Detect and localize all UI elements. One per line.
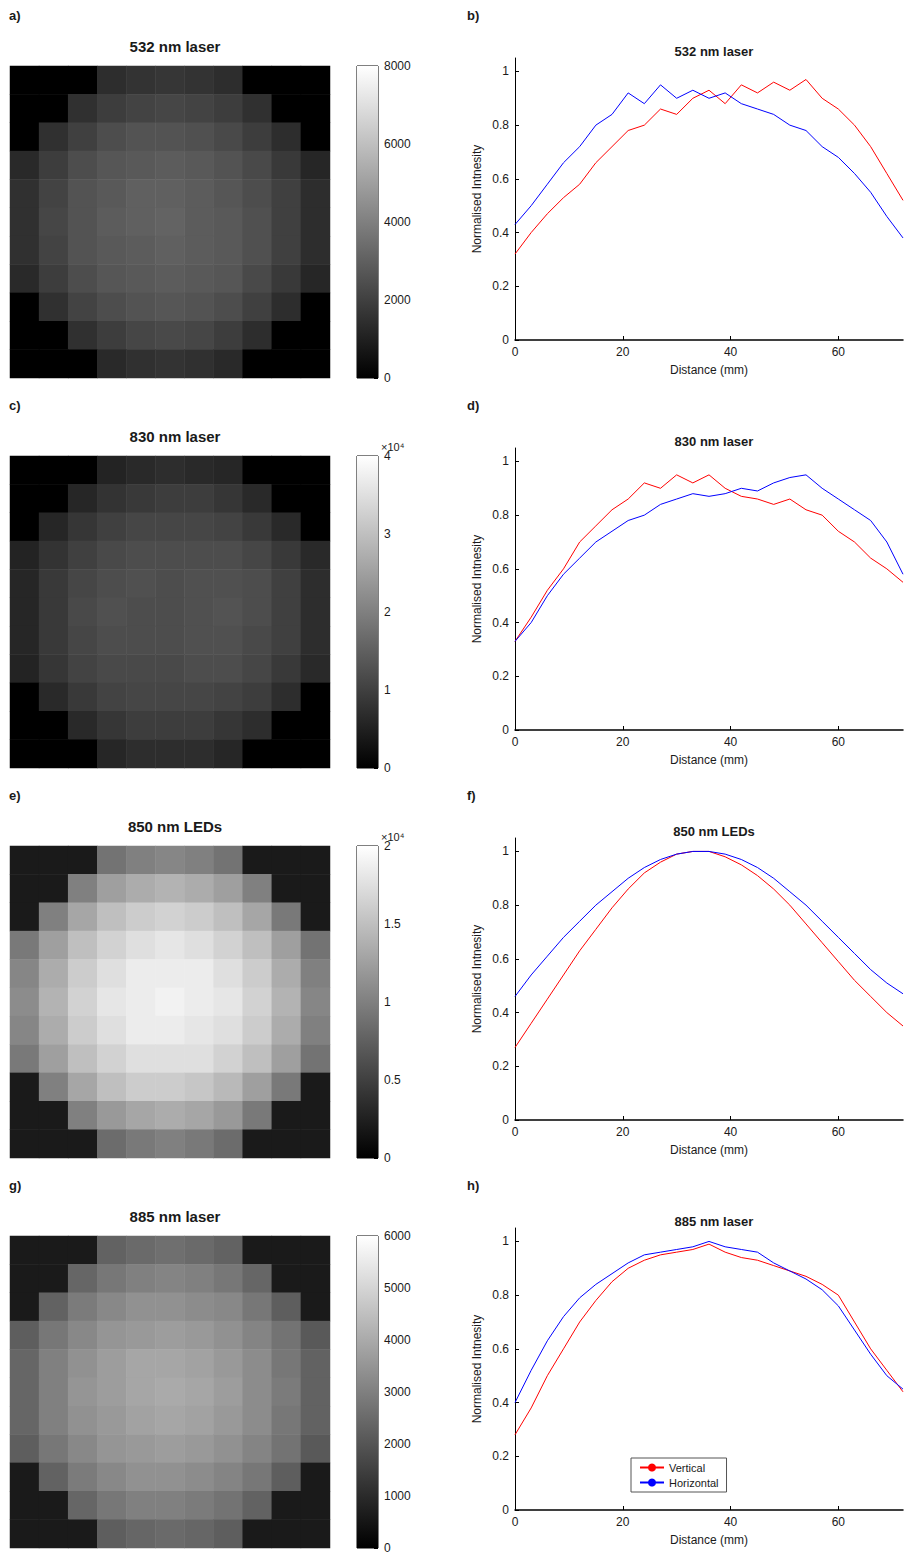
- svg-text:0: 0: [384, 371, 391, 385]
- svg-text:0: 0: [502, 1113, 509, 1127]
- svg-text:20: 20: [616, 735, 630, 749]
- svg-text:40: 40: [724, 345, 738, 359]
- svg-text:1: 1: [502, 64, 509, 78]
- svg-text:1: 1: [502, 454, 509, 468]
- svg-text:0.6: 0.6: [492, 172, 509, 186]
- svg-text:60: 60: [832, 735, 846, 749]
- svg-text:830 nm laser: 830 nm laser: [675, 434, 754, 449]
- svg-text:850 nm LEDs: 850 nm LEDs: [673, 824, 755, 839]
- svg-text:1: 1: [384, 683, 391, 697]
- svg-text:f): f): [467, 788, 476, 803]
- svg-text:885 nm laser: 885 nm laser: [675, 1214, 754, 1229]
- svg-text:d): d): [467, 398, 479, 413]
- svg-text:0.5: 0.5: [384, 1073, 401, 1087]
- svg-text:2000: 2000: [384, 293, 411, 307]
- svg-text:2: 2: [384, 605, 391, 619]
- svg-text:Distance (mm): Distance (mm): [670, 363, 748, 377]
- svg-text:0: 0: [512, 345, 519, 359]
- svg-text:0.2: 0.2: [492, 1059, 509, 1073]
- svg-text:4: 4: [384, 449, 391, 463]
- svg-text:40: 40: [724, 735, 738, 749]
- svg-text:1000: 1000: [384, 1489, 411, 1503]
- svg-text:b): b): [467, 8, 479, 23]
- svg-text:1: 1: [502, 844, 509, 858]
- svg-text:20: 20: [616, 1125, 630, 1139]
- svg-text:1.5: 1.5: [384, 917, 401, 931]
- svg-text:Distance (mm): Distance (mm): [670, 753, 748, 767]
- svg-text:0: 0: [384, 761, 391, 775]
- svg-text:Normalised Intnesity: Normalised Intnesity: [470, 145, 484, 254]
- svg-text:20: 20: [616, 1515, 630, 1529]
- svg-text:0.8: 0.8: [492, 118, 509, 132]
- svg-text:0.2: 0.2: [492, 1449, 509, 1463]
- svg-text:0: 0: [502, 1503, 509, 1517]
- svg-text:h): h): [467, 1178, 479, 1193]
- svg-text:0.4: 0.4: [492, 226, 509, 240]
- svg-text:885 nm laser: 885 nm laser: [130, 1208, 221, 1225]
- svg-text:×10⁴: ×10⁴: [381, 441, 405, 453]
- svg-text:0: 0: [512, 1515, 519, 1529]
- svg-text:0.8: 0.8: [492, 1288, 509, 1302]
- svg-text:830 nm laser: 830 nm laser: [130, 428, 221, 445]
- svg-text:20: 20: [616, 345, 630, 359]
- svg-text:Distance (mm): Distance (mm): [670, 1533, 748, 1547]
- svg-text:2: 2: [384, 839, 391, 853]
- svg-text:1: 1: [502, 1234, 509, 1248]
- svg-text:g): g): [9, 1178, 21, 1193]
- svg-text:6000: 6000: [384, 137, 411, 151]
- svg-text:0.4: 0.4: [492, 616, 509, 630]
- svg-text:0.4: 0.4: [492, 1006, 509, 1020]
- svg-text:Normalised Intnesity: Normalised Intnesity: [470, 1315, 484, 1424]
- svg-text:6000: 6000: [384, 1229, 411, 1243]
- svg-text:0.2: 0.2: [492, 279, 509, 293]
- svg-text:0: 0: [512, 1125, 519, 1139]
- svg-text:3: 3: [384, 527, 391, 541]
- svg-text:0: 0: [502, 333, 509, 347]
- svg-text:40: 40: [724, 1515, 738, 1529]
- svg-text:60: 60: [832, 345, 846, 359]
- svg-text:Vertical: Vertical: [669, 1462, 705, 1474]
- svg-text:0: 0: [512, 735, 519, 749]
- svg-text:60: 60: [832, 1515, 846, 1529]
- svg-text:Horizontal: Horizontal: [669, 1477, 719, 1489]
- svg-text:0.8: 0.8: [492, 898, 509, 912]
- svg-text:0.2: 0.2: [492, 669, 509, 683]
- svg-text:0: 0: [384, 1541, 391, 1555]
- svg-text:2000: 2000: [384, 1437, 411, 1451]
- svg-text:3000: 3000: [384, 1385, 411, 1399]
- svg-text:60: 60: [832, 1125, 846, 1139]
- svg-text:a): a): [9, 8, 21, 23]
- svg-text:e): e): [9, 788, 21, 803]
- svg-text:4000: 4000: [384, 1333, 411, 1347]
- svg-text:Normalised Intnesity: Normalised Intnesity: [470, 535, 484, 644]
- svg-text:4000: 4000: [384, 215, 411, 229]
- svg-text:0.6: 0.6: [492, 1342, 509, 1356]
- svg-text:Normalised Intnesity: Normalised Intnesity: [470, 925, 484, 1034]
- svg-text:850 nm LEDs: 850 nm LEDs: [128, 818, 222, 835]
- svg-text:8000: 8000: [384, 59, 411, 73]
- svg-text:1: 1: [384, 995, 391, 1009]
- svg-text:532 nm laser: 532 nm laser: [130, 38, 221, 55]
- svg-text:0: 0: [502, 723, 509, 737]
- svg-text:0.6: 0.6: [492, 562, 509, 576]
- svg-text:40: 40: [724, 1125, 738, 1139]
- svg-text:0.4: 0.4: [492, 1396, 509, 1410]
- svg-text:532 nm laser: 532 nm laser: [675, 44, 754, 59]
- svg-text:5000: 5000: [384, 1281, 411, 1295]
- svg-text:c): c): [9, 398, 21, 413]
- svg-text:0: 0: [384, 1151, 391, 1165]
- svg-text:0.6: 0.6: [492, 952, 509, 966]
- svg-text:×10⁴: ×10⁴: [381, 831, 405, 843]
- svg-text:0.8: 0.8: [492, 508, 509, 522]
- svg-text:Distance (mm): Distance (mm): [670, 1143, 748, 1157]
